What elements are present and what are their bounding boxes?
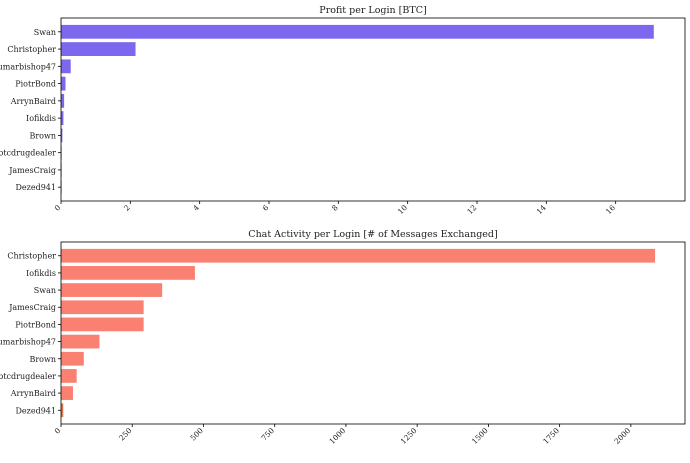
chart-2-bar-4 bbox=[61, 300, 144, 315]
chart-2-axes-frame bbox=[60, 241, 686, 425]
chart-2-bar-1 bbox=[61, 248, 656, 263]
chart-2-category-label-2: Iofikdis bbox=[26, 269, 56, 278]
chart-2-xtick-label-1: 0 bbox=[53, 426, 63, 436]
chart-2-xtick-label-2: 250 bbox=[117, 426, 134, 443]
chart-1-title: Profit per Login [BTC] bbox=[319, 5, 426, 16]
chart-2-bar-5 bbox=[61, 317, 144, 332]
chart-1-category-label-5: ArrynBaird bbox=[10, 97, 56, 106]
chart-1-bar-2 bbox=[61, 42, 136, 56]
chart-2-xtick-label-6: 1250 bbox=[399, 426, 419, 446]
chart-2-xtick-label-7: 1500 bbox=[470, 426, 490, 446]
chart-1-category-label-3: umarbishop47 bbox=[0, 62, 56, 71]
chart-1-xtick-label-4: 6 bbox=[261, 203, 271, 213]
chart-2-category-label-3: Swan bbox=[34, 286, 56, 295]
chart-2-category-label-5: PiotrBond bbox=[15, 320, 56, 329]
chart-2-bar-10 bbox=[61, 403, 64, 418]
chart-1-bar-5 bbox=[61, 93, 65, 108]
chart-1-category-label-6: Iofikdis bbox=[26, 114, 56, 123]
chart-1-category-label-2: Christopher bbox=[7, 45, 56, 54]
chart-2-category-label-1: Christopher bbox=[7, 252, 56, 261]
chart-2-xtick-label-5: 1000 bbox=[327, 426, 347, 446]
chart-2-title: Chat Activity per Login [# of Messages E… bbox=[248, 229, 497, 240]
chart-1-xtick-label-5: 8 bbox=[330, 203, 340, 213]
chart-2-xtick-label-9: 2000 bbox=[612, 426, 632, 446]
chart-1-xtick-label-9: 16 bbox=[604, 203, 617, 216]
chart-1-bar-1 bbox=[61, 24, 654, 39]
chart-2-bar-3 bbox=[61, 283, 163, 297]
chart-1-xtick-label-3: 4 bbox=[191, 203, 201, 213]
chart-2-bar-6 bbox=[61, 334, 100, 349]
chart-2-category-label-10: Dezed941 bbox=[16, 406, 57, 415]
chart-2-xtick-label-8: 1750 bbox=[541, 426, 561, 446]
chart-1-category-label-7: Brown bbox=[29, 131, 56, 140]
chart-1-category-label-4: PiotrBond bbox=[15, 80, 56, 89]
chart-1-xtick-label-6: 10 bbox=[396, 203, 409, 216]
chart-2-bar-2 bbox=[61, 266, 195, 280]
chart-2-category-label-7: Brown bbox=[29, 355, 56, 364]
chart-2-category-label-4: JamesCraig bbox=[8, 303, 56, 312]
chart-2-category-label-6: umarbishop47 bbox=[0, 338, 56, 347]
chart-1-xtick-label-2: 2 bbox=[122, 203, 132, 213]
chart-2-bar-9 bbox=[61, 386, 73, 400]
chart-2-bar-7 bbox=[61, 351, 84, 366]
chart-1-category-label-9: JamesCraig bbox=[8, 166, 56, 175]
chart-1-bar-4 bbox=[61, 76, 66, 91]
chart-1-category-label-10: Dezed941 bbox=[16, 183, 57, 192]
chart-2-xtick-label-4: 750 bbox=[260, 426, 277, 443]
chart-2-category-label-9: ArrynBaird bbox=[10, 389, 56, 398]
chart-1-xtick-label-7: 12 bbox=[465, 203, 478, 216]
chart-1-xtick-label-1: 0 bbox=[53, 203, 63, 213]
chart-2-xtick-label-3: 500 bbox=[188, 426, 205, 443]
chart-1-xtick-label-8: 14 bbox=[535, 203, 548, 216]
chart-2-category-label-8: btcdrugdealer bbox=[0, 372, 56, 381]
chart-1-axes-frame bbox=[60, 17, 686, 202]
chart-2-bar-8 bbox=[61, 369, 77, 383]
chart-1-bar-7 bbox=[61, 128, 63, 143]
chart-1-bar-3 bbox=[61, 59, 71, 74]
chart-1-bar-6 bbox=[61, 111, 64, 126]
chart-1-category-label-8: btcdrugdealer bbox=[0, 149, 56, 158]
chart-1-category-label-1: Swan bbox=[34, 28, 56, 37]
